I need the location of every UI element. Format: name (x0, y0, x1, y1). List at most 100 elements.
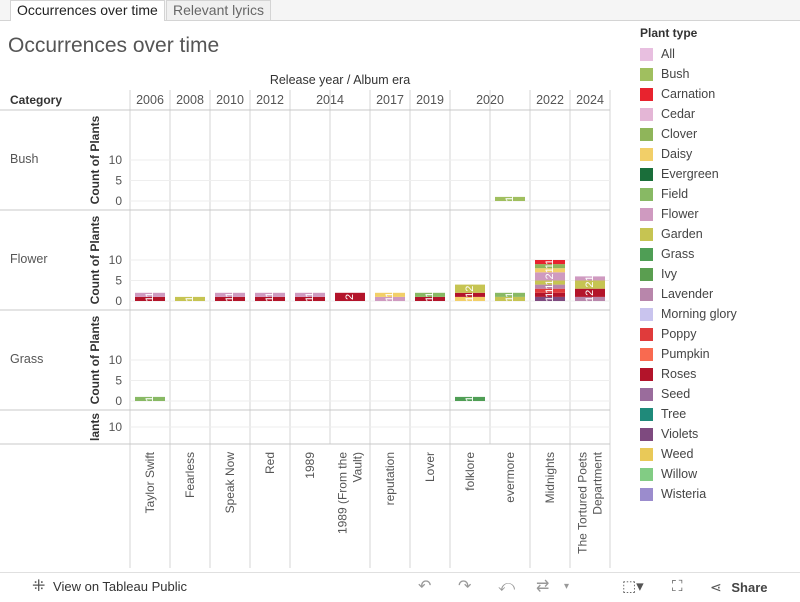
download-icon[interactable]: ⬚▾ (622, 578, 644, 595)
album-label: The Tortured Poets (576, 452, 590, 554)
footer-toolbar: ⁜ View on Tableau Public ↶ ↷ ⤺ ⇄ ▾ ⬚▾ ⛶ … (0, 572, 800, 601)
bar-segment-roses (575, 288, 605, 297)
data-label: 2 (344, 294, 356, 300)
sheet-tab-bar: Occurrences over time Relevant lyrics (0, 0, 800, 21)
bar-segment-garden (535, 280, 565, 285)
legend-item-roses[interactable]: Roses (640, 364, 800, 384)
bar-segment-grass (455, 396, 485, 401)
legend-item-grass[interactable]: Grass (640, 244, 800, 264)
legend-swatch (640, 347, 653, 361)
legend-label: Lavender (661, 287, 714, 301)
legend-swatch (640, 487, 653, 501)
chart-area: Release year / Album era Category 2006 2008… (0, 73, 611, 568)
album-label: folklore (463, 452, 477, 491)
legend-item-tree[interactable]: Tree (640, 404, 800, 424)
data-label: 1 (224, 292, 236, 298)
legend-swatch (640, 467, 653, 481)
redo-icon[interactable]: ↷ (458, 578, 472, 595)
bar-segment-roses (535, 292, 565, 297)
legend-item-violets[interactable]: Violets (640, 424, 800, 444)
data-label: 1 (464, 396, 476, 402)
legend-item-garden[interactable]: Garden (640, 224, 800, 244)
legend-label: Grass (661, 247, 695, 261)
y-tick-label: 5 (115, 174, 122, 188)
legend-item-weed[interactable]: Weed (640, 444, 800, 464)
legend-item-bush[interactable]: Bush (640, 64, 800, 84)
y-tick-label: 0 (115, 294, 122, 308)
fullscreen-icon[interactable]: ⛶ (672, 578, 683, 595)
album-label: Lover (423, 452, 437, 482)
year-header-2006: 2006 (136, 93, 164, 107)
bar-segment-roses (135, 296, 165, 301)
undo-icon[interactable]: ↶ (418, 578, 432, 595)
legend-swatch (640, 87, 653, 101)
bar-segment-field (415, 292, 445, 297)
year-header-2012: 2012 (256, 93, 284, 107)
legend-swatch (640, 187, 653, 201)
album-label: evermore (503, 452, 517, 503)
legend-item-evergreen[interactable]: Evergreen (640, 164, 800, 184)
y-tick-label: 10 (109, 353, 123, 367)
tab-relevant-lyrics[interactable]: Relevant lyrics (166, 0, 272, 20)
legend-item-ivy[interactable]: Ivy (640, 264, 800, 284)
y-tick-label: 10 (109, 253, 123, 267)
data-label: 1 (544, 288, 556, 294)
album-label: Vault) (351, 452, 365, 482)
view-on-tableau-button[interactable]: ⁜ View on Tableau Public (32, 578, 187, 595)
legend-item-wisteria[interactable]: Wisteria (640, 484, 800, 504)
legend-item-daisy[interactable]: Daisy (640, 144, 800, 164)
legend-label: All (661, 47, 675, 61)
chevron-down-icon[interactable]: ▾ (564, 581, 570, 592)
data-label: 1 (144, 296, 156, 302)
bar-segment-roses (335, 292, 365, 301)
bar-segment-violets (535, 296, 565, 301)
bar-segment-roses (295, 296, 325, 301)
legend-item-seed[interactable]: Seed (640, 384, 800, 404)
data-label: 1 (584, 296, 596, 302)
data-label: 1 (384, 292, 396, 298)
legend-item-flower[interactable]: Flower (640, 204, 800, 224)
data-label: 1 (504, 296, 516, 302)
share-icon: ⋖ (710, 579, 722, 595)
legend-label: Pumpkin (661, 347, 710, 361)
legend-title: Plant type (640, 26, 698, 40)
legend-item-morning-glory[interactable]: Morning glory (640, 304, 800, 324)
y-axis-label-truncated: lants (88, 413, 102, 441)
refresh-icon[interactable]: ⇄ (536, 578, 550, 595)
year-header-2022: 2022 (536, 93, 564, 107)
plant-type-legend: Plant type All Bush Carnation Cedar Clover Da… (640, 26, 800, 504)
share-button[interactable]: ⋖ Share (710, 579, 768, 595)
legend-label: Seed (661, 387, 691, 401)
data-label: 1 (144, 292, 156, 298)
legend-item-clover[interactable]: Clover (640, 124, 800, 144)
legend-item-poppy[interactable]: Poppy (640, 324, 800, 344)
legend-item-all[interactable]: All (640, 44, 800, 64)
data-label: 2 (464, 286, 476, 292)
legend-item-willow[interactable]: Willow (640, 464, 800, 484)
bar-segment-garden (495, 296, 525, 301)
bar-segment-flower (535, 272, 565, 281)
data-label: 1 (544, 296, 556, 302)
legend-item-field[interactable]: Field (640, 184, 800, 204)
legend-item-cedar[interactable]: Cedar (640, 104, 800, 124)
legend-label: Willow (661, 467, 698, 481)
legend-swatch (640, 427, 653, 441)
legend-label: Violets (661, 427, 699, 441)
revert-icon[interactable]: ⤺ (498, 578, 516, 595)
year-header-2010: 2010 (216, 93, 244, 107)
legend-item-pumpkin[interactable]: Pumpkin (640, 344, 800, 364)
y-tick-label: 10 (109, 153, 123, 167)
y-tick-label: 5 (115, 374, 122, 388)
data-label: 1 (424, 296, 436, 302)
y-axis-label: Count of Plants (88, 115, 102, 204)
year-header-2019: 2019 (416, 93, 444, 107)
legend-swatch (640, 127, 653, 141)
data-label: 2 (584, 290, 596, 296)
legend-item-lavender[interactable]: Lavender (640, 284, 800, 304)
legend-item-carnation[interactable]: Carnation (640, 84, 800, 104)
legend-label: Tree (661, 407, 687, 421)
bar-segment-flower (295, 292, 325, 297)
bar-segment-lavender (575, 296, 605, 301)
legend-label: Roses (661, 367, 697, 381)
tab-occurrences-over-time[interactable]: Occurrences over time (10, 0, 165, 21)
